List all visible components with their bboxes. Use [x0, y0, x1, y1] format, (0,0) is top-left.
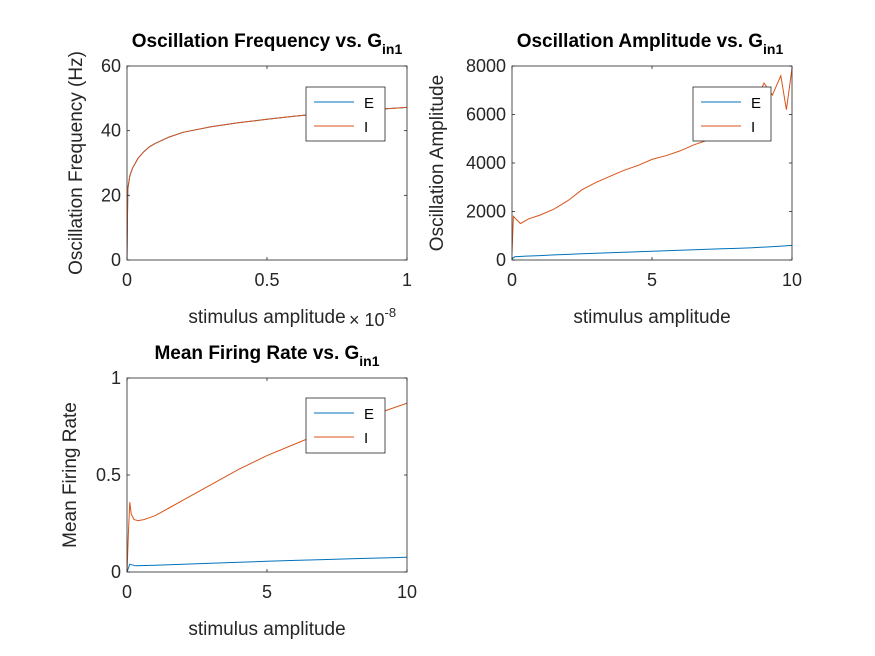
x-tick-label: 10 — [397, 582, 417, 602]
x-axis-label: stimulus amplitude — [188, 307, 345, 328]
x-tick-label: 5 — [262, 582, 272, 602]
x-tick-label: 0 — [507, 270, 517, 290]
legend-label-E: E — [364, 406, 374, 423]
x-tick-label: 0 — [122, 582, 132, 602]
legend-label-I: I — [364, 119, 368, 136]
y-tick-label: 0 — [496, 250, 506, 270]
y-tick-label: 0 — [111, 250, 121, 270]
y-tick-label: 4000 — [466, 153, 506, 173]
y-tick-label: 20 — [101, 185, 121, 205]
legend-box — [692, 86, 772, 142]
x-tick-label: 10 — [782, 270, 802, 290]
legend: EI — [305, 397, 386, 454]
x-axis-label: stimulus amplitude — [573, 307, 730, 328]
y-tick-label: 8000 — [466, 56, 506, 76]
legend-label-I: I — [364, 430, 368, 447]
y-tick-label: 0.5 — [96, 465, 121, 485]
series-line-I — [512, 68, 792, 253]
chart-title: Oscillation Frequency vs. Gin1 — [132, 31, 403, 57]
chart-title: Mean Firing Rate vs. Gin1 — [154, 343, 379, 369]
y-tick-label: 6000 — [466, 105, 506, 125]
chart-title: Oscillation Amplitude vs. Gin1 — [517, 31, 784, 57]
y-tick-label: 60 — [101, 56, 121, 76]
x-tick-label: 0.5 — [254, 270, 279, 290]
y-tick-label: 2000 — [466, 202, 506, 222]
x-tick-label: 0 — [122, 270, 132, 290]
legend-label-E: E — [751, 95, 761, 112]
y-tick-label: 1 — [111, 368, 121, 388]
y-tick-label: 40 — [101, 121, 121, 141]
legend-box — [305, 397, 386, 454]
y-axis-label: Oscillation Frequency (Hz) — [66, 51, 87, 275]
x-tick-label: 5 — [647, 270, 657, 290]
chart-3: 0 5 10 0 0.5 1 stimulus amplitude Mean Firing R… — [60, 343, 417, 640]
legend-box — [305, 86, 386, 142]
legend: EI — [692, 86, 772, 142]
x-axis-label: stimulus amplitude — [188, 619, 345, 640]
legend: EI — [305, 86, 386, 142]
x-tick-label: 1 — [402, 270, 412, 290]
chart-2: 0 5 10 0 2000 4000 6000 8000 stimulus amplitude O… — [427, 31, 802, 328]
y-axis-label: Mean Firing Rate — [60, 402, 81, 548]
legend-label-I: I — [751, 119, 755, 136]
series-line-E — [512, 244, 792, 260]
y-tick-label: 0 — [111, 562, 121, 582]
y-axis-label: Oscillation Amplitude — [427, 75, 448, 251]
x-exponent-label: × 10-8 — [349, 305, 396, 330]
series-line-E — [127, 556, 407, 572]
legend-label-E: E — [364, 95, 374, 112]
